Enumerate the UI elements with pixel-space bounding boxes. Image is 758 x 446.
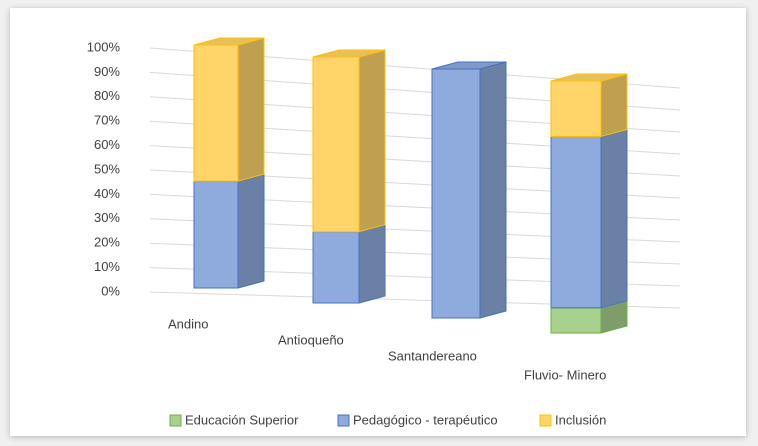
bar <box>550 135 602 309</box>
legend-label: Inclusión <box>555 412 606 427</box>
bar-side <box>358 49 386 233</box>
y-tick-label: 50% <box>94 161 120 176</box>
y-tick-label: 40% <box>94 186 120 201</box>
y-tick-label: 30% <box>94 210 120 225</box>
bar <box>312 231 360 304</box>
y-tick-label: 10% <box>94 259 120 274</box>
legend-label: Pedagógico - terapéutico <box>353 412 498 427</box>
bar-side <box>479 61 507 319</box>
y-tick-label: 90% <box>94 64 120 79</box>
bar-side <box>358 224 386 304</box>
y-tick-label: 80% <box>94 88 120 103</box>
bar <box>193 44 239 182</box>
bar-top <box>193 37 265 46</box>
bar-side <box>237 173 265 289</box>
legend-label: Educación Superior <box>185 412 299 427</box>
legend-swatch <box>337 414 350 427</box>
x-tick-label: Santandereano <box>388 348 477 363</box>
legend-swatch <box>539 414 552 427</box>
bar-top <box>431 61 507 70</box>
bar-top <box>312 49 386 58</box>
bar <box>193 180 239 289</box>
bar-side <box>600 128 628 309</box>
bar-side <box>237 37 265 182</box>
bar-side <box>600 73 628 138</box>
bar-top <box>550 73 628 82</box>
legend-swatch <box>169 414 182 427</box>
x-tick-label: Antioqueño <box>278 332 344 347</box>
y-tick-label: 100% <box>87 39 121 54</box>
bar <box>550 80 602 137</box>
bar <box>550 307 602 334</box>
y-tick-label: 0% <box>101 283 120 298</box>
x-tick-label: Andino <box>168 316 208 331</box>
y-tick-label: 20% <box>94 235 120 250</box>
bar <box>431 68 481 319</box>
x-tick-label: Fluvio- Minero <box>524 367 606 382</box>
y-tick-label: 60% <box>94 137 120 152</box>
y-tick-label: 70% <box>94 113 120 128</box>
bar <box>312 56 360 233</box>
